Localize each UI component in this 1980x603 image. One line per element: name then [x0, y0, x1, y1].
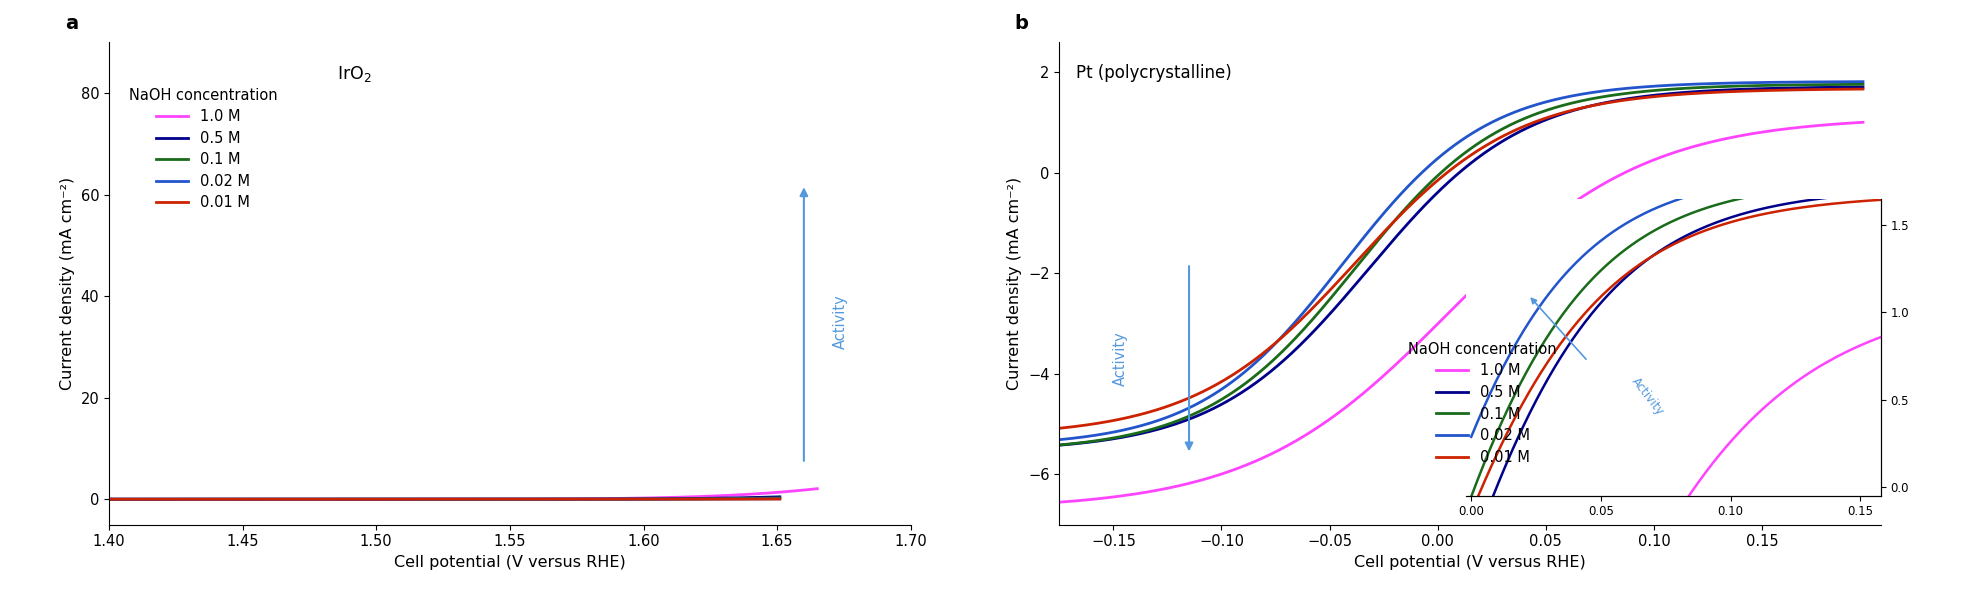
Text: Activity: Activity: [1113, 332, 1129, 386]
Text: b: b: [1014, 13, 1028, 33]
X-axis label: Cell potential (V versus RHE): Cell potential (V versus RHE): [1354, 555, 1586, 570]
Text: Pt (polycrystalline): Pt (polycrystalline): [1075, 64, 1232, 82]
Text: Activity: Activity: [834, 294, 847, 349]
Text: IrO$_2$: IrO$_2$: [337, 64, 372, 84]
Text: a: a: [65, 13, 77, 33]
X-axis label: Cell potential (V versus RHE): Cell potential (V versus RHE): [394, 555, 626, 570]
Y-axis label: Current density (mA cm⁻²): Current density (mA cm⁻²): [59, 177, 75, 390]
Legend: 1.0 M, 0.5 M, 0.1 M, 0.02 M, 0.01 M: 1.0 M, 0.5 M, 0.1 M, 0.02 M, 0.01 M: [125, 83, 281, 215]
Legend: 1.0 M, 0.5 M, 0.1 M, 0.02 M, 0.01 M: 1.0 M, 0.5 M, 0.1 M, 0.02 M, 0.01 M: [1404, 338, 1562, 469]
Y-axis label: Current density (mA cm⁻²): Current density (mA cm⁻²): [1008, 177, 1022, 390]
